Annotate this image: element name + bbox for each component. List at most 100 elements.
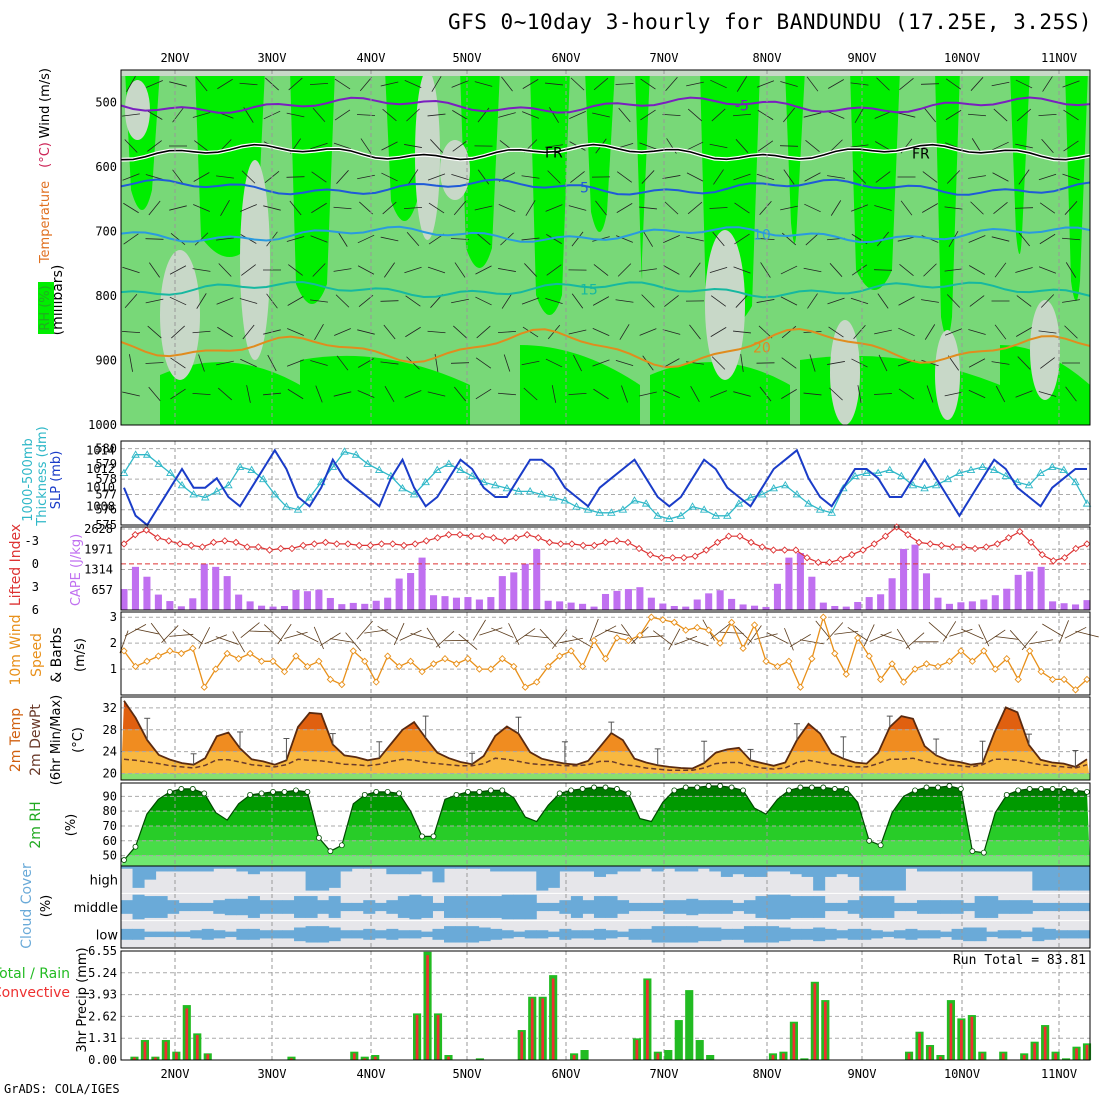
bottom-date-label: 5NOV — [453, 1067, 482, 1081]
precip-convective-bar — [907, 1053, 911, 1060]
cloud-bar-low — [1078, 930, 1091, 939]
wind-barb — [641, 170, 655, 184]
wind-barb — [240, 204, 257, 212]
wind-barb — [1039, 233, 1056, 245]
wind-barb — [944, 268, 963, 272]
cloud-bar-low — [178, 931, 191, 938]
wind-barb — [169, 81, 187, 87]
wind-speed-marker — [498, 655, 506, 663]
cloud-bar-low — [1055, 930, 1068, 939]
wind-barb — [147, 325, 162, 339]
precip-convective-bar — [154, 1057, 157, 1060]
li-marker — [590, 541, 598, 550]
thickness-marker — [839, 483, 848, 492]
wind-barb — [994, 262, 1007, 278]
wind-barb — [689, 262, 701, 278]
rh-marker — [591, 784, 597, 791]
wind-barb — [194, 140, 209, 152]
temp-units-label: (°C) — [71, 727, 86, 753]
wind-barb — [474, 205, 493, 211]
li-marker — [321, 538, 330, 547]
thickness-marker — [1036, 468, 1045, 477]
wind-barb — [573, 354, 582, 372]
li-marker — [187, 541, 195, 550]
cloud-bar-low — [455, 926, 468, 943]
wind-speed-marker — [808, 655, 816, 663]
cloud-bar-high — [686, 866, 699, 872]
cloud-bar-middle — [536, 902, 549, 912]
contour-label: FR — [545, 146, 563, 162]
rh-marker — [361, 791, 368, 798]
wind-barb — [403, 206, 423, 210]
wind-speed-marker — [280, 668, 289, 676]
thickness-marker — [653, 511, 662, 519]
wind-barb — [617, 263, 632, 277]
wind-speed-marker — [1037, 668, 1045, 676]
cape-bar — [395, 578, 403, 610]
wind-barb — [475, 265, 492, 275]
thickness-marker — [282, 502, 291, 510]
wind-barb — [217, 387, 233, 401]
cloud-bar-low — [397, 930, 410, 939]
cloud-bar-low — [190, 930, 203, 939]
cloud-bar-high — [294, 866, 307, 872]
wind-barb — [333, 206, 352, 210]
wind-barb — [756, 173, 775, 181]
wind-barb — [1015, 143, 1033, 149]
wind-barb — [333, 391, 352, 397]
cloud-level-label: middle — [74, 901, 118, 916]
wind-barb — [759, 386, 772, 402]
wind-barb — [850, 82, 869, 86]
wind-barb-10m — [345, 632, 362, 652]
cloud-bar-middle — [409, 894, 422, 920]
wind-speed-marker — [154, 652, 163, 660]
wind-barb — [335, 294, 350, 308]
thickness-marker — [409, 490, 419, 498]
wind-speed-marker — [934, 662, 942, 671]
wind-barb — [733, 266, 751, 274]
wind-barb — [995, 385, 1006, 403]
wind-barb — [336, 170, 349, 184]
rh-marker — [1084, 788, 1090, 795]
rh-bright-column — [1010, 70, 1030, 254]
wind-barb — [404, 390, 422, 398]
li-marker — [489, 534, 498, 542]
wind-barb — [1017, 356, 1031, 370]
top-date-label: 5NOV — [453, 51, 482, 65]
cape-bar — [475, 599, 483, 610]
cloud-bar-middle — [974, 896, 987, 918]
wind-barb-10m — [747, 625, 762, 646]
rh-marker — [808, 784, 815, 791]
cloud-bar-high — [524, 866, 537, 872]
wind-barb — [475, 357, 492, 369]
cloud-bar-high — [905, 866, 918, 869]
rh-bright-column — [290, 70, 335, 304]
wind-barb — [241, 170, 256, 184]
pressure-tick-label: 900 — [95, 353, 117, 367]
cape-bar — [601, 593, 610, 610]
wind-barb-10m — [263, 624, 283, 642]
rh-marker — [499, 787, 506, 794]
wind-barb — [898, 388, 915, 400]
rh-dry-patch — [935, 330, 960, 420]
thickness-marker — [641, 499, 651, 507]
cloud-bar-high — [801, 866, 814, 877]
cloud-bar-high — [144, 866, 157, 880]
cloud-bar-high — [490, 866, 503, 872]
wind-barb — [850, 144, 869, 148]
cloud-bar-high — [501, 866, 514, 872]
contour-label: FR — [912, 147, 930, 163]
cloud-bar-middle — [490, 896, 503, 918]
cloud-bar-high — [755, 866, 768, 877]
li-marker — [635, 544, 643, 553]
wind-barb — [736, 76, 748, 92]
wind-barb — [382, 108, 397, 122]
cloud-bar-high — [513, 866, 526, 872]
cape-bar — [258, 605, 266, 610]
cloud-bar-low — [247, 928, 260, 940]
cloud-bar-middle — [467, 896, 480, 918]
li-marker — [803, 554, 811, 562]
wind-barb — [148, 386, 161, 402]
precip-total-bar — [685, 990, 694, 1060]
cloud-bar-high — [778, 866, 791, 872]
